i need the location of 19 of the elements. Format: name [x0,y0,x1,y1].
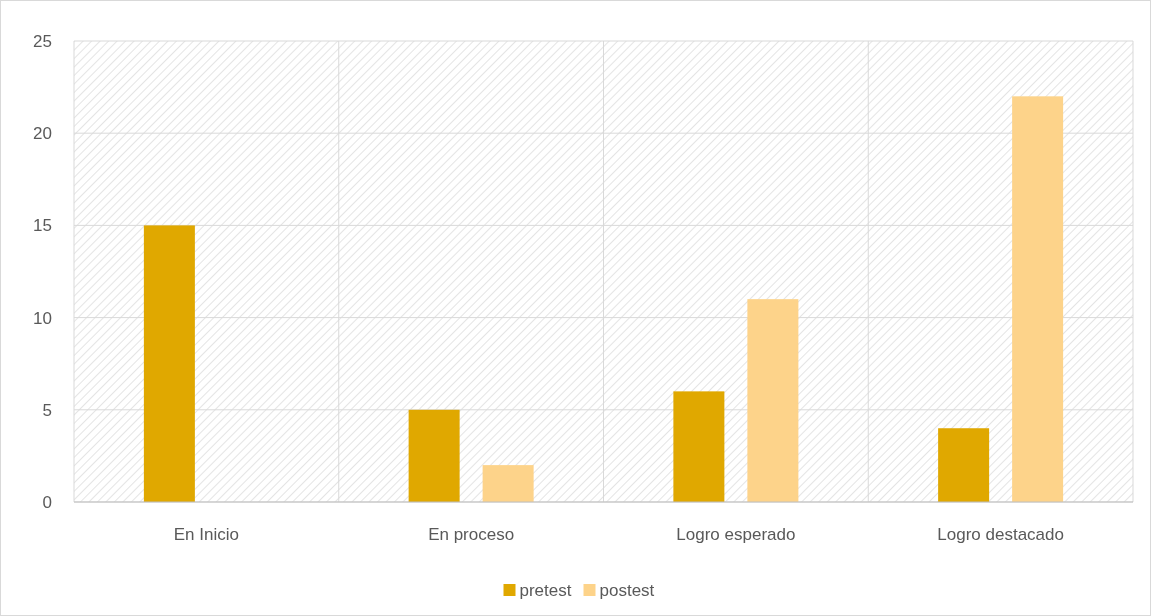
bar [938,428,990,502]
legend-label: postest [599,580,655,600]
x-tick-label: En Inicio [173,525,239,544]
x-tick-label: En proceso [428,525,515,544]
legend-label: pretest [519,580,572,600]
x-tick-label: Logro esperado [676,525,796,544]
x-tick-label: Logro destacado [937,525,1064,544]
y-tick-label: 5 [42,400,52,420]
bar [747,299,799,502]
bar [673,391,725,502]
bar [1012,96,1064,502]
y-tick-label: 10 [33,308,52,328]
y-tick-label: 15 [33,216,52,236]
y-tick-label: 0 [42,492,52,512]
bar [408,409,460,502]
bar [482,465,534,502]
y-tick-label: 20 [33,124,52,144]
bar [143,225,195,502]
y-tick-label: 25 [33,31,52,51]
